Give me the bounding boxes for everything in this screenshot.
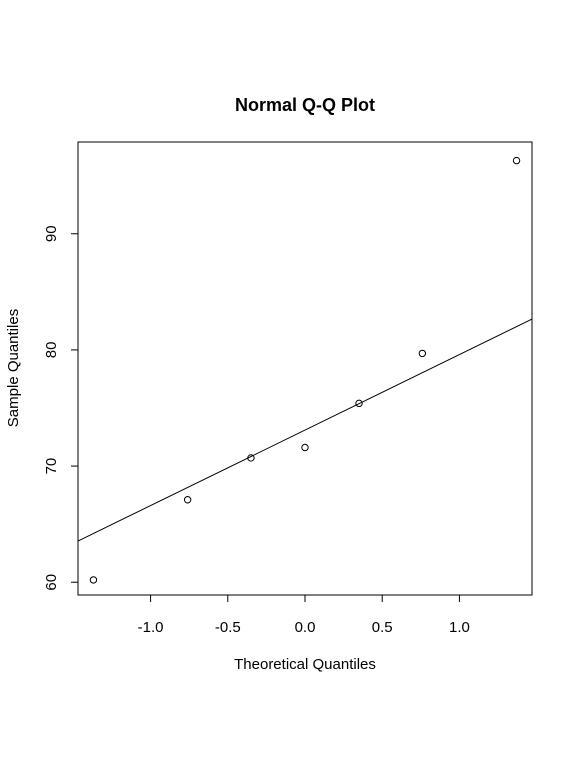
x-axis: -1.0 -0.5 0.0 0.5 1.0 <box>138 595 470 636</box>
y-tick-label: 70 <box>43 458 60 475</box>
qq-reference-line <box>78 319 532 541</box>
x-tick-label: 0.5 <box>372 619 393 636</box>
x-axis-label: Theoretical Quantiles <box>234 656 376 673</box>
y-tick-label: 60 <box>43 574 60 591</box>
y-tick-label: 80 <box>43 342 60 359</box>
y-tick-label: 90 <box>43 225 60 242</box>
plot-box <box>78 142 532 595</box>
data-point <box>419 350 425 356</box>
y-axis-label: Sample Quantiles <box>5 309 22 427</box>
reference-line-group <box>78 319 532 541</box>
data-points <box>90 157 520 583</box>
x-tick-label: 0.0 <box>295 619 316 636</box>
data-point <box>302 444 308 450</box>
x-tick-label: -1.0 <box>138 619 164 636</box>
chart-title: Normal Q-Q Plot <box>235 95 375 115</box>
x-tick-label: -0.5 <box>215 619 241 636</box>
x-tick-label: 1.0 <box>449 619 470 636</box>
y-axis: 60 70 80 90 <box>43 225 78 590</box>
data-point <box>513 157 519 163</box>
data-point <box>184 497 190 503</box>
data-point <box>90 577 96 583</box>
